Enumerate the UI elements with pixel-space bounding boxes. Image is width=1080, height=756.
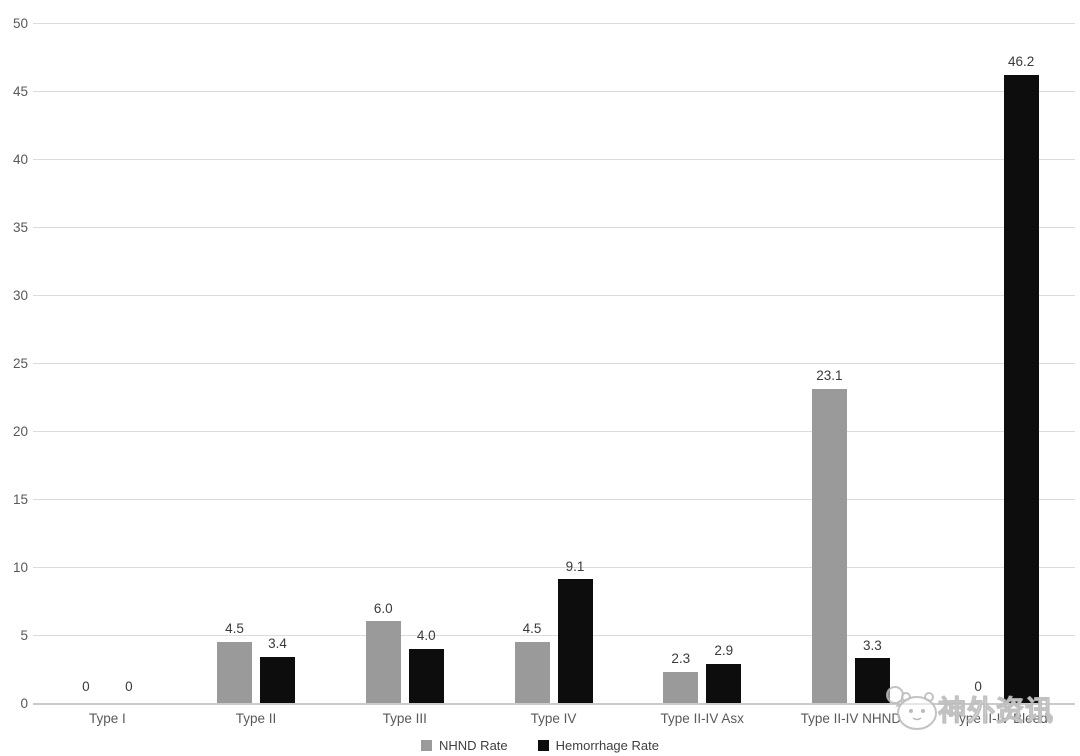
mascot-logo-icon [886,686,937,730]
gridline [33,567,1075,568]
gridline [33,159,1075,160]
data-label: 46.2 [1008,54,1035,70]
bar-nhnd-rate [811,388,847,703]
gridline [33,91,1075,92]
y-tick-label: 10 [12,560,28,575]
legend-item-nhnd-rate: NHND Rate [421,738,508,753]
category-label: Type II [235,711,277,726]
gridline [33,23,1075,24]
y-tick-label: 0 [20,696,28,711]
legend-label-hemorrhage-rate: Hemorrhage Rate [555,738,659,753]
data-label: 4.5 [225,621,244,637]
y-tick-label: 20 [12,424,28,439]
y-tick-label: 35 [12,220,28,235]
data-label: 6.0 [373,600,393,616]
category-label: Type II-IV Asx [660,711,744,726]
data-label: 23.1 [816,368,843,384]
legend-item-hemorrhage-rate: Hemorrhage Rate [537,738,659,753]
y-tick-label: 5 [20,628,28,643]
bar-nhnd-rate [663,671,699,703]
y-tick-label: 30 [12,288,28,303]
y-tick-label: 45 [12,84,28,99]
category-label: Type II-IV Bleed [951,711,1048,726]
gridline [33,635,1075,636]
bar-hemorrhage-rate [260,656,296,703]
bar-hemorrhage-rate [706,663,742,703]
data-label: 2.9 [714,643,734,659]
y-tick-label: 40 [12,152,28,167]
legend: NHND Rate Hemorrhage Rate [0,738,1080,753]
bar-hemorrhage-rate [557,579,593,703]
legend-swatch-hemorrhage-rate [537,740,549,751]
data-label: 3.3 [863,637,882,653]
category-label: Type II-IV NHND [800,711,902,726]
data-label: 0 [82,678,90,694]
bar-nhnd-rate [217,641,253,703]
gridline [33,295,1075,296]
y-tick-label: 15 [12,492,28,507]
bar-nhnd-rate [365,621,401,703]
data-label: 3.4 [268,636,287,652]
category-label: Type I [88,711,126,726]
data-label: 0 [125,678,133,694]
bar-hemorrhage-rate [408,648,444,703]
bar-hemorrhage-rate [1003,74,1039,703]
data-label: 4.5 [522,621,542,637]
y-tick-label: 50 [12,16,28,31]
data-label: 4.0 [416,628,436,644]
gridline [33,227,1075,228]
category-label: Type IV [530,711,577,726]
gridline [33,499,1075,500]
data-label: 2.3 [671,651,691,667]
gridline [33,363,1075,364]
gridline [33,431,1075,432]
legend-label-nhnd-rate: NHND Rate [439,738,508,753]
data-label: 9.1 [565,558,585,574]
data-label: 0 [974,678,982,694]
x-axis-line [33,703,1075,705]
y-tick-label: 25 [12,356,28,371]
bar-nhnd-rate [514,641,550,703]
bar-hemorrhage-rate [854,658,890,703]
category-label: Type III [382,711,427,726]
legend-swatch-nhnd-rate [421,740,433,751]
